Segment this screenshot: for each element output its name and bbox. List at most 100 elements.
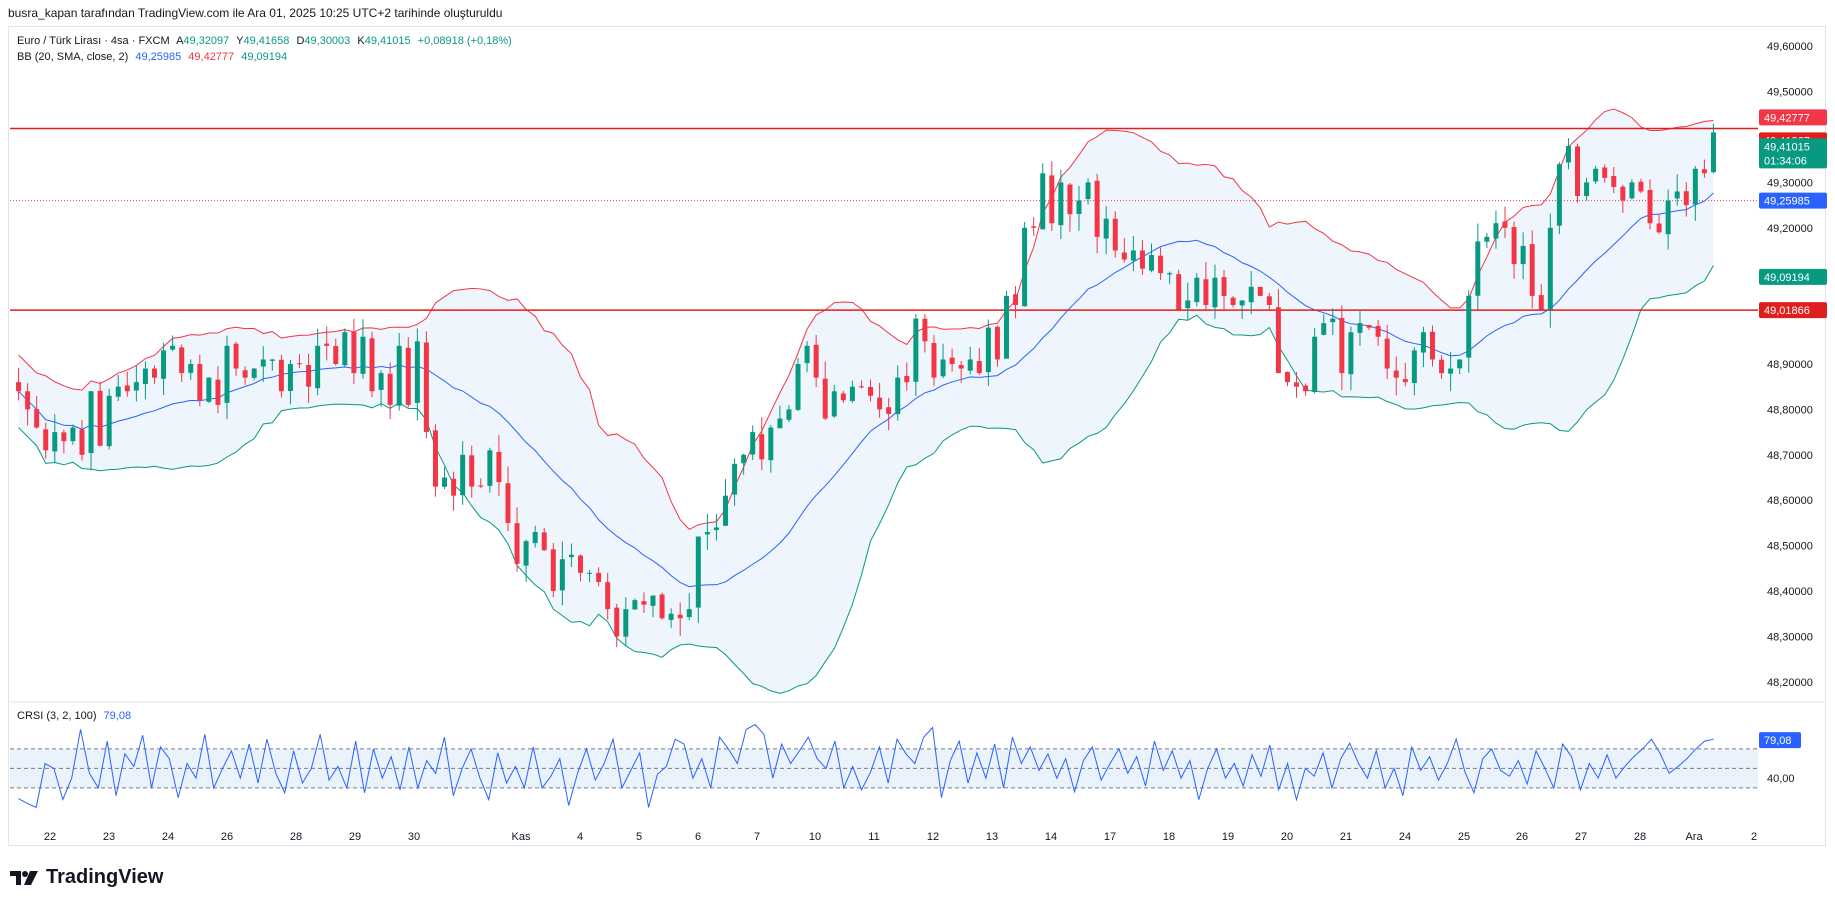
candle [269, 358, 275, 371]
candle [994, 325, 1000, 367]
time-tick-label: Ara [1685, 831, 1703, 843]
candle [1683, 182, 1689, 217]
candle [668, 608, 674, 628]
candle-body [1003, 295, 1009, 359]
candle-body [605, 582, 611, 610]
candle-body [976, 361, 982, 374]
candle-body [768, 427, 774, 461]
candle [559, 541, 565, 606]
price-tag-label: 49,09194 [1764, 272, 1810, 284]
candle [632, 598, 638, 610]
time-tick-label: 21 [1340, 831, 1352, 843]
candle-body [1511, 227, 1517, 265]
candle-body [958, 365, 964, 369]
candle-body [16, 382, 22, 392]
candle [677, 602, 683, 636]
candle [523, 539, 529, 582]
candle-body [161, 350, 167, 379]
symbol-name[interactable]: Euro / Türk Lirası · 4sa · FXCM [17, 35, 170, 47]
candle-body [795, 364, 801, 410]
time-tick-label: 6 [695, 831, 701, 843]
candle-body [360, 336, 366, 374]
candle-body [442, 477, 448, 487]
candle-body [886, 407, 892, 414]
tradingview-logo[interactable]: TradingView [10, 866, 163, 889]
price-tick-label: 48,70000 [1767, 450, 1813, 462]
time-tick-label: 29 [349, 831, 361, 843]
candle-body [487, 450, 493, 486]
candle [1429, 325, 1435, 367]
price-tag: 49,41015 01:34:06 [1759, 138, 1827, 169]
candle [106, 388, 112, 450]
candle-body [478, 485, 484, 487]
candle-body [877, 397, 883, 410]
candle [985, 319, 991, 386]
candle-body [1112, 218, 1118, 251]
candle-body [904, 375, 910, 383]
candle-body [1149, 255, 1155, 271]
candle [88, 390, 94, 471]
candle [315, 328, 321, 396]
candle-body [868, 386, 874, 396]
candle [451, 471, 457, 511]
candle [1058, 169, 1064, 240]
candle [142, 361, 148, 400]
candle [1257, 286, 1263, 297]
price-tick-label: 49,60000 [1767, 41, 1813, 53]
crsi-line [18, 723, 1714, 809]
candle [967, 346, 973, 375]
time-tick-label: 5 [636, 831, 642, 843]
candle-body [106, 395, 112, 447]
candle-body [469, 455, 475, 487]
candle [206, 377, 212, 403]
candle [432, 424, 438, 497]
tradingview-logo-icon [10, 870, 38, 885]
candle [1294, 372, 1300, 398]
candle-body [52, 432, 58, 452]
candle [1520, 232, 1526, 280]
candle-body [1176, 274, 1182, 310]
candle-body [179, 347, 185, 374]
candle [378, 370, 384, 407]
candle [1710, 123, 1716, 174]
candle [686, 593, 692, 621]
candle [1665, 189, 1671, 250]
candle-body [1212, 277, 1218, 308]
candle-body [269, 359, 275, 361]
candle [641, 592, 647, 613]
candle-body [1303, 385, 1309, 392]
candle [405, 337, 411, 408]
bb-legend[interactable]: BB (20, SMA, close, 2) 49,25985 49,42777… [17, 51, 291, 63]
candle [387, 362, 393, 420]
candle-body [686, 609, 692, 618]
candle-body [849, 386, 855, 401]
candle [1212, 264, 1218, 319]
candle-body [1411, 350, 1417, 384]
candle [550, 542, 556, 598]
candle-body [1448, 368, 1454, 374]
candle [1230, 296, 1236, 308]
candle [179, 344, 185, 382]
candle-body [858, 386, 864, 388]
candle-body [750, 432, 756, 455]
candle [1393, 356, 1399, 396]
candle-body [1429, 331, 1435, 360]
crsi-legend[interactable]: CRSI (3, 2, 100) 79,08 [17, 710, 135, 722]
candle [1692, 166, 1698, 221]
time-tick-label: 14 [1045, 831, 1057, 843]
candle-body [1420, 332, 1426, 353]
candle-body [514, 523, 520, 564]
candle-body [423, 342, 429, 433]
candle-body [813, 344, 819, 378]
time-tick-label: 24 [162, 831, 174, 843]
candle-body [396, 345, 402, 406]
candle-body [1692, 168, 1698, 205]
candle [1402, 362, 1408, 387]
candle-body [115, 386, 121, 397]
candle [623, 597, 629, 646]
candle [1565, 138, 1571, 170]
candle [877, 382, 883, 418]
candle [333, 338, 339, 366]
candle-body [623, 609, 629, 637]
